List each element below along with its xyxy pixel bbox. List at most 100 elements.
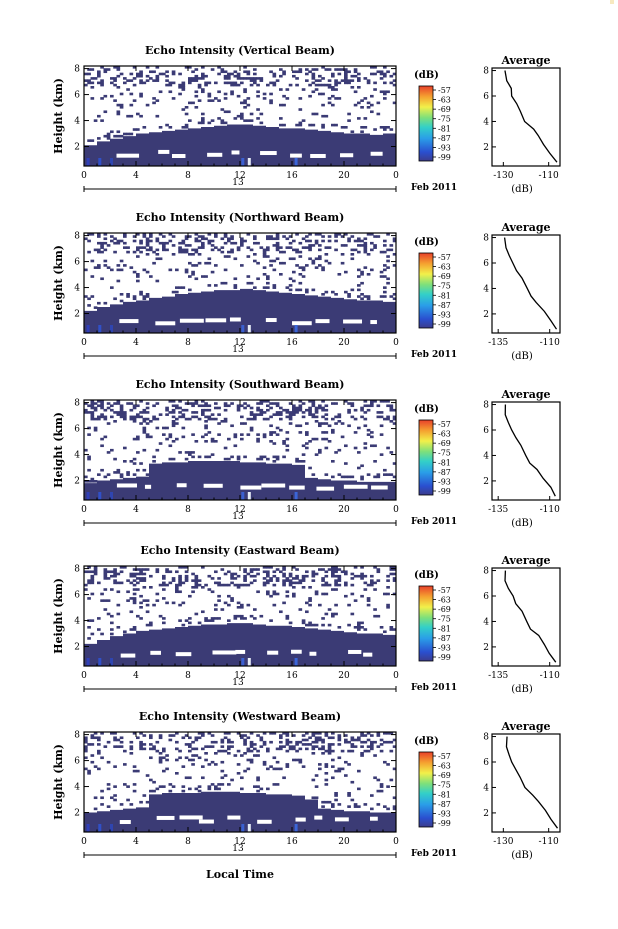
- echo-cell: [340, 422, 345, 425]
- echo-cell: [103, 435, 108, 439]
- echo-cell: [256, 77, 260, 80]
- echo-cell: [90, 406, 95, 410]
- echo-cell: [285, 765, 290, 768]
- echo-cell: [103, 415, 108, 419]
- echo-cell: [266, 255, 270, 258]
- echo-cell: [311, 400, 316, 403]
- echo-cell: [305, 72, 309, 76]
- echo-cell: [357, 626, 361, 629]
- echo-cell: [392, 807, 397, 811]
- profile-line: [504, 70, 558, 163]
- echo-cell: [201, 235, 205, 238]
- echo-cell: [97, 70, 101, 74]
- echo-cell: [178, 72, 182, 76]
- echo-cell: [301, 734, 306, 737]
- echo-cell: [311, 752, 316, 755]
- profile-x-tick-label: -135: [488, 671, 508, 681]
- echo-gap: [265, 318, 277, 323]
- echo-cell: [84, 480, 88, 483]
- echo-cell: [295, 749, 299, 753]
- echo-cell: [136, 413, 140, 416]
- echo-cell: [311, 112, 316, 116]
- echo-cell: [184, 106, 189, 109]
- echo-cell: [314, 738, 319, 742]
- echo-cell: [119, 411, 124, 414]
- profile-y-tick-label: 8: [483, 567, 489, 577]
- echo-cell: [334, 97, 338, 100]
- echo-cell: [324, 253, 329, 256]
- echo-cell: [363, 295, 368, 298]
- echo-cell: [207, 745, 212, 748]
- strong-return: [98, 325, 102, 333]
- echo-cell: [236, 574, 241, 578]
- echo-cell: [324, 68, 329, 71]
- echo-cell: [162, 244, 166, 247]
- echo-cell: [230, 424, 234, 428]
- echo-cell: [191, 763, 195, 766]
- echo-cell: [90, 577, 95, 580]
- echo-cell: [113, 420, 117, 423]
- echo-cell: [243, 402, 247, 405]
- echo-cell: [191, 579, 195, 582]
- echo-cell: [321, 239, 325, 243]
- echo-cell: [230, 740, 234, 744]
- echo-cell: [347, 805, 351, 808]
- echo-cell: [259, 413, 264, 416]
- echo-cell: [370, 583, 374, 587]
- echo-cell: [113, 581, 117, 585]
- echo-cell: [298, 255, 303, 258]
- echo-cell: [337, 767, 342, 771]
- echo-cell: [210, 270, 215, 274]
- echo-cell: [93, 570, 98, 574]
- strong-return: [241, 158, 245, 166]
- echo-cell: [311, 572, 316, 576]
- x-tick-label: 8: [185, 505, 191, 515]
- echo-cell: [357, 239, 361, 243]
- echo-cell: [249, 745, 254, 748]
- echo-cell: [321, 268, 325, 272]
- echo-cell: [100, 79, 104, 82]
- echo-cell: [288, 581, 293, 585]
- echo-cell: [282, 579, 286, 582]
- echo-cell: [132, 583, 137, 587]
- echo-cell: [197, 261, 202, 265]
- echo-cell: [279, 570, 283, 574]
- echo-cell: [97, 301, 101, 305]
- echo-cell: [249, 411, 254, 414]
- echo-cell: [389, 732, 394, 735]
- echo-cell: [223, 572, 228, 576]
- echo-cell: [178, 411, 182, 414]
- echo-cell: [149, 77, 153, 80]
- echo-cell: [285, 437, 290, 441]
- echo-cell: [324, 772, 329, 775]
- echo-cell: [350, 583, 355, 587]
- echo-cell: [175, 758, 179, 762]
- echo-cell: [132, 295, 137, 298]
- echo-cell: [191, 451, 195, 454]
- echo-cell: [279, 411, 283, 414]
- echo-cell: [324, 413, 329, 416]
- echo-cell: [162, 246, 166, 249]
- echo-cell: [175, 406, 179, 410]
- echo-cell: [123, 246, 127, 249]
- echo-cell: [292, 248, 296, 252]
- corner-mark: [610, 0, 614, 4]
- echo-cell: [262, 273, 267, 276]
- echo-cell: [210, 68, 215, 71]
- profile-title: Average: [500, 221, 550, 234]
- echo-cell: [87, 239, 91, 243]
- echo-cell: [253, 608, 257, 611]
- colorbar-tick-label: -87: [438, 301, 451, 310]
- echo-cell: [87, 411, 91, 414]
- echo-cell: [139, 246, 143, 249]
- echo-cell: [87, 581, 91, 585]
- y-tick-label: 2: [74, 477, 80, 487]
- echo-cell: [337, 448, 342, 452]
- echo-cell: [84, 411, 88, 414]
- echo-cell: [243, 422, 247, 425]
- echo-cell: [308, 440, 312, 443]
- echo-cell: [373, 776, 377, 780]
- echo-cell: [119, 299, 124, 303]
- echo-cell: [119, 736, 124, 740]
- echo-cell: [139, 81, 143, 85]
